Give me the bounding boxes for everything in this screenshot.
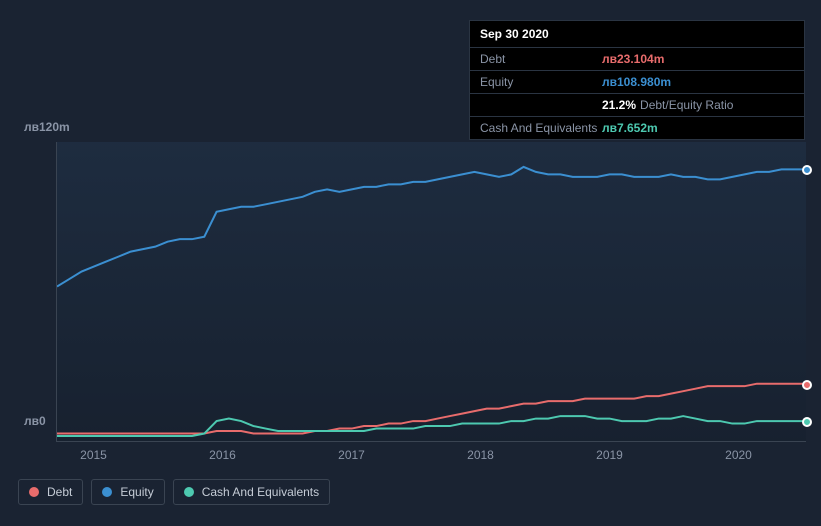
tooltip-row: Equityлв108.980m (470, 71, 804, 94)
x-axis-label: 2015 (80, 448, 107, 462)
tooltip-row-value: лв108.980m (602, 75, 671, 89)
legend-label: Cash And Equivalents (202, 485, 319, 499)
legend-item-cash-and-equivalents[interactable]: Cash And Equivalents (173, 479, 330, 505)
y-axis-max-label: лв120m (24, 120, 70, 134)
x-axis-label: 2019 (596, 448, 623, 462)
legend-item-equity[interactable]: Equity (91, 479, 164, 505)
legend-label: Debt (47, 485, 72, 499)
tooltip-row: 21.2%Debt/Equity Ratio (470, 94, 804, 117)
legend: Debt Equity Cash And Equivalents (18, 479, 330, 505)
x-axis-labels: 2015 2016 2017 2018 2019 2020 (56, 448, 806, 468)
legend-dot-icon (184, 487, 194, 497)
y-axis-min-label: лв0 (24, 414, 46, 428)
tooltip-row-value: 21.2%Debt/Equity Ratio (602, 98, 733, 112)
x-axis-label: 2018 (467, 448, 494, 462)
tooltip-row-value: лв23.104m (602, 52, 664, 66)
x-axis-label: 2020 (725, 448, 752, 462)
legend-dot-icon (102, 487, 112, 497)
tooltip-row: Debtлв23.104m (470, 48, 804, 71)
legend-dot-icon (29, 487, 39, 497)
tooltip-row-label: Equity (480, 75, 602, 89)
chart-area: лв120m лв0 2015 2016 2017 2018 2019 2020 (18, 120, 806, 510)
end-marker (802, 380, 812, 390)
legend-item-debt[interactable]: Debt (18, 479, 83, 505)
x-axis-label: 2016 (209, 448, 236, 462)
chart-plot[interactable] (56, 142, 806, 442)
tooltip-row-label: Debt (480, 52, 602, 66)
tooltip-row-suffix: Debt/Equity Ratio (640, 98, 733, 112)
tooltip-row-label (480, 98, 602, 112)
series-line-equity (57, 167, 806, 287)
legend-label: Equity (120, 485, 153, 499)
x-axis-label: 2017 (338, 448, 365, 462)
end-marker (802, 417, 812, 427)
chart-container: Sep 30 2020 Debtлв23.104mEquityлв108.980… (0, 0, 821, 526)
tooltip-date: Sep 30 2020 (470, 21, 804, 48)
end-marker (802, 165, 812, 175)
